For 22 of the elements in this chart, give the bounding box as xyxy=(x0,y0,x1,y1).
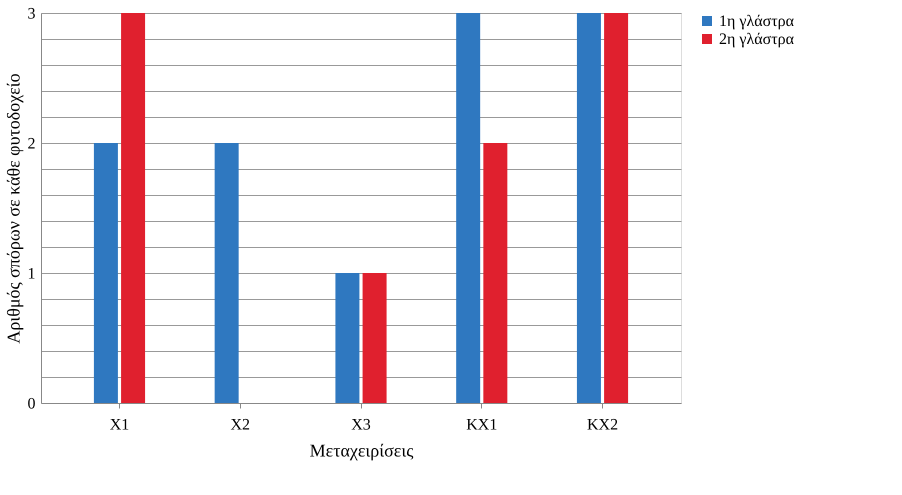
x-tick-label: Χ3 xyxy=(351,416,371,434)
x-tick-label: ΚΧ1 xyxy=(466,416,498,434)
bar xyxy=(362,273,387,403)
y-tick-label: 3 xyxy=(28,6,36,22)
y-tick-label: 0 xyxy=(28,396,36,412)
y-axis-title: Αριθμός σπόρων σε κάθε φυτοδοχείο xyxy=(4,73,24,344)
legend-label: 2η γλάστρα xyxy=(719,31,795,48)
x-tick-label: ΚΧ2 xyxy=(586,416,618,434)
bar xyxy=(214,143,239,403)
bar xyxy=(483,143,508,403)
legend-label: 1η γλάστρα xyxy=(719,13,795,30)
y-tick-label: 1 xyxy=(28,266,36,282)
bar xyxy=(335,273,360,403)
bar xyxy=(456,13,480,403)
bar xyxy=(576,13,601,403)
x-tick-label: Χ1 xyxy=(110,416,130,434)
bar xyxy=(94,143,118,403)
bar xyxy=(604,13,628,403)
x-axis-title: Μεταχειρίσεις xyxy=(310,440,414,460)
y-tick-label: 2 xyxy=(28,136,36,152)
bar xyxy=(121,13,146,403)
x-tick-label: Χ2 xyxy=(230,416,250,434)
